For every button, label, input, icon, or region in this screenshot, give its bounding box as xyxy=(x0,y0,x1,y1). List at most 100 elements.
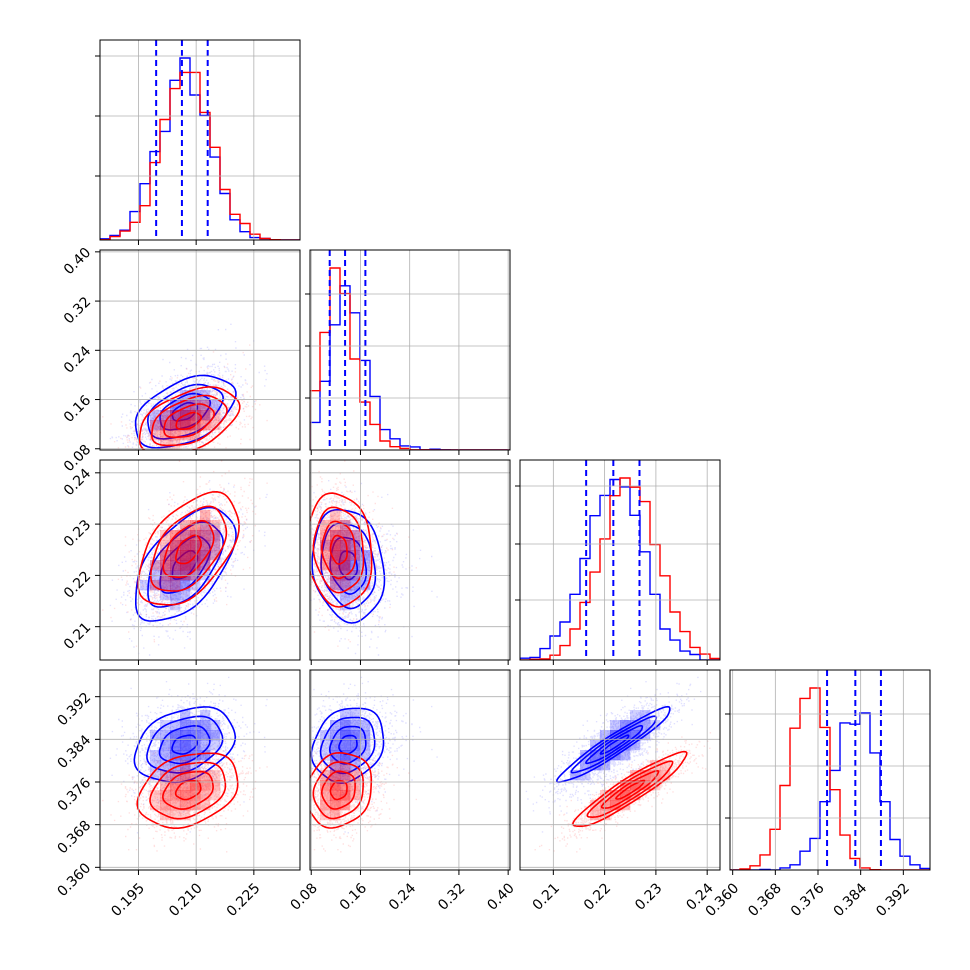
density-cell xyxy=(340,550,351,561)
density-cell xyxy=(580,760,591,771)
x-tick-label: 0.40 xyxy=(484,880,517,913)
contour-level-3 xyxy=(135,506,237,622)
density-cell xyxy=(330,760,341,771)
density-cell xyxy=(620,740,631,751)
density-cell xyxy=(170,800,181,811)
density-cell xyxy=(350,710,361,721)
contour-level-1 xyxy=(600,769,660,809)
density-cell xyxy=(340,770,351,781)
density-cell xyxy=(350,790,361,801)
density-cell xyxy=(200,740,211,751)
density-cell xyxy=(600,790,611,801)
density-cell xyxy=(350,560,361,571)
density-cell xyxy=(200,790,211,801)
x-tick-label: 0.08 xyxy=(287,880,320,913)
contour-level-0 xyxy=(175,534,202,565)
density-cell xyxy=(170,720,181,731)
density-cell xyxy=(200,540,211,551)
density-cell xyxy=(190,560,201,571)
density-cell xyxy=(180,580,191,591)
density-cell xyxy=(200,770,211,781)
x-tick-label: 0.368 xyxy=(745,880,785,920)
density-cell xyxy=(340,730,351,741)
y-tick-label: 0.24 xyxy=(61,343,94,376)
density-cell xyxy=(210,780,221,791)
y-tick-label: 0.392 xyxy=(55,690,95,730)
density-cell xyxy=(330,740,341,751)
density-cell xyxy=(180,810,191,821)
density-cell xyxy=(160,800,171,811)
density-cell xyxy=(170,790,181,801)
density-cell xyxy=(330,790,341,801)
density-cell xyxy=(350,530,361,541)
histogram-series-1 xyxy=(100,71,300,240)
contour-level-1 xyxy=(585,724,644,765)
y-tick-label: 0.376 xyxy=(55,775,95,815)
x-tick-label: 0.21 xyxy=(530,880,563,913)
density-cell xyxy=(340,710,351,721)
density-cell xyxy=(620,780,631,791)
density-cell xyxy=(630,710,641,721)
contour-level-1 xyxy=(320,770,356,810)
density-cell xyxy=(160,560,171,571)
histogram-series-0 xyxy=(310,285,510,450)
density-cell xyxy=(340,770,351,781)
contour-level-2 xyxy=(149,505,228,592)
density-cell xyxy=(360,580,371,591)
x-tick-label: 0.32 xyxy=(435,880,468,913)
x-tick-label: 0.22 xyxy=(581,880,614,913)
density-cell xyxy=(150,420,161,431)
density-cell xyxy=(640,720,651,731)
density-cell xyxy=(190,770,201,781)
density-cell xyxy=(330,720,341,731)
density-cell xyxy=(170,560,181,571)
density-cell xyxy=(150,560,161,571)
contour-level-0 xyxy=(329,779,348,801)
contour-level-1 xyxy=(158,724,211,765)
contour-level-1 xyxy=(162,770,214,810)
density-cell xyxy=(180,530,191,541)
density-cell xyxy=(320,780,331,791)
density-cell xyxy=(180,780,191,791)
contour-level-0 xyxy=(171,734,199,755)
contour-level-0 xyxy=(338,550,358,581)
density-cell xyxy=(210,530,221,541)
density-cell xyxy=(580,770,591,781)
contour-level-2 xyxy=(312,506,365,594)
density-cell xyxy=(180,720,191,731)
contour-level-3 xyxy=(310,492,373,608)
density-cell xyxy=(590,810,601,821)
density-cell xyxy=(170,540,181,551)
panel-2-0 xyxy=(95,459,301,665)
density-cell xyxy=(150,580,161,591)
density-cell xyxy=(150,410,161,421)
density-cell xyxy=(330,810,341,821)
density-cell xyxy=(170,580,181,591)
density-cell xyxy=(630,770,641,781)
y-tick-label: 0.22 xyxy=(61,568,94,601)
density-cell xyxy=(650,720,661,731)
x-tick-label: 0.16 xyxy=(337,880,370,913)
density-cell xyxy=(330,560,341,571)
panel-2-2 xyxy=(515,459,721,665)
density-cell xyxy=(630,780,641,791)
density-cell xyxy=(630,790,641,801)
panel-content xyxy=(100,40,300,240)
contour-level-3 xyxy=(133,706,237,784)
density-cell xyxy=(340,540,351,551)
density-cell xyxy=(320,560,331,571)
density-cell xyxy=(620,720,631,731)
panel-3-3 xyxy=(725,669,931,875)
density-cell xyxy=(170,560,181,571)
density-cell xyxy=(620,800,631,811)
density-cell xyxy=(340,540,351,551)
density-cell xyxy=(610,720,621,731)
density-cell xyxy=(180,420,191,431)
density-cell xyxy=(620,730,631,741)
density-cell xyxy=(330,550,341,561)
density-cell xyxy=(660,760,671,771)
density-cell xyxy=(360,750,371,761)
density-cell xyxy=(170,550,181,561)
density-cell xyxy=(650,760,661,771)
contour-level-2 xyxy=(149,761,227,820)
